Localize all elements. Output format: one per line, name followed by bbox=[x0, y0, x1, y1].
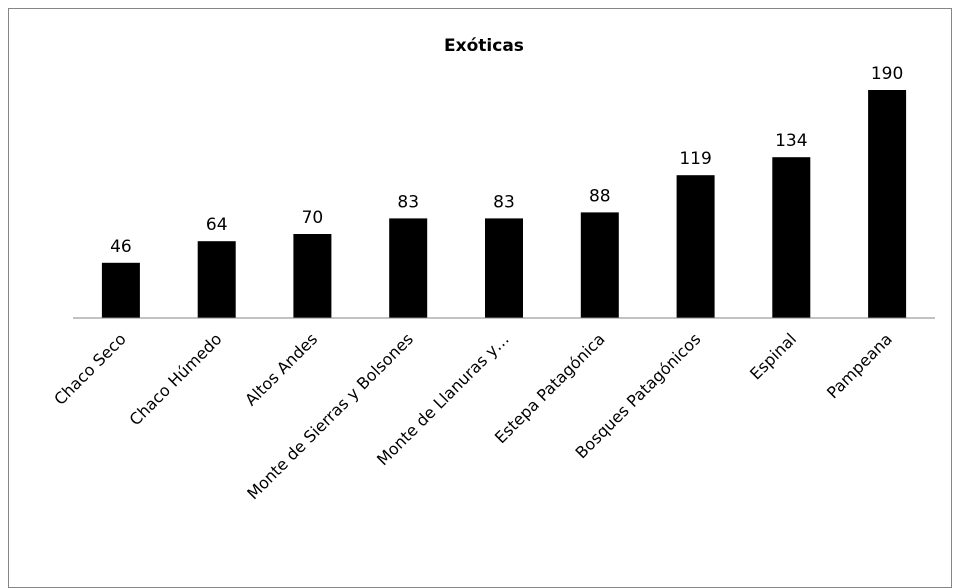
bar bbox=[772, 157, 811, 318]
category-label: Chaco Húmedo bbox=[126, 329, 226, 429]
data-label: 70 bbox=[302, 208, 324, 228]
data-label: 134 bbox=[775, 131, 807, 151]
category-label: Espinal bbox=[746, 329, 800, 383]
data-label: 83 bbox=[493, 192, 515, 212]
bar bbox=[580, 212, 619, 318]
category-label: Monte de Sierras y Bolsones bbox=[243, 329, 417, 503]
data-label: 88 bbox=[589, 186, 611, 206]
data-label: 83 bbox=[397, 192, 419, 212]
data-label: 119 bbox=[679, 149, 711, 169]
bar bbox=[389, 218, 428, 318]
data-label: 190 bbox=[871, 64, 903, 84]
category-label: Altos Andes bbox=[241, 329, 321, 409]
data-label: 64 bbox=[206, 215, 228, 235]
bar bbox=[485, 218, 523, 318]
category-label: Chaco Seco bbox=[50, 329, 129, 408]
bar bbox=[868, 90, 907, 318]
category-label: Pampeana bbox=[823, 329, 896, 402]
bar bbox=[197, 241, 236, 318]
bar bbox=[676, 175, 715, 318]
chart-title: Exóticas bbox=[444, 36, 524, 56]
bar bbox=[101, 262, 140, 318]
bar bbox=[293, 234, 332, 318]
data-label: 46 bbox=[110, 237, 132, 257]
